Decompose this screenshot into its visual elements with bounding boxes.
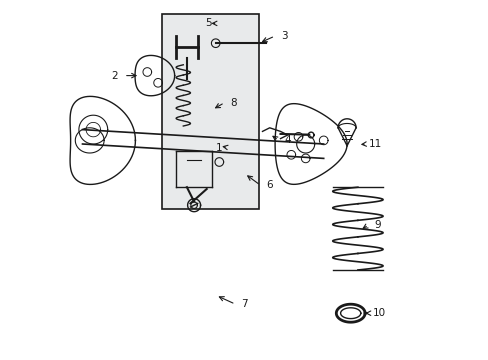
Text: 1: 1	[216, 143, 222, 153]
Text: 8: 8	[230, 98, 237, 108]
Text: 10: 10	[372, 308, 385, 318]
Text: 2: 2	[111, 71, 118, 81]
Text: 6: 6	[266, 180, 272, 190]
Text: 11: 11	[368, 139, 382, 149]
Bar	[162, 14, 258, 209]
Text: 7: 7	[241, 299, 247, 309]
Text: 9: 9	[374, 220, 380, 230]
Text: 3: 3	[280, 31, 287, 41]
Text: 4: 4	[284, 135, 290, 145]
Text: 5: 5	[205, 18, 211, 28]
